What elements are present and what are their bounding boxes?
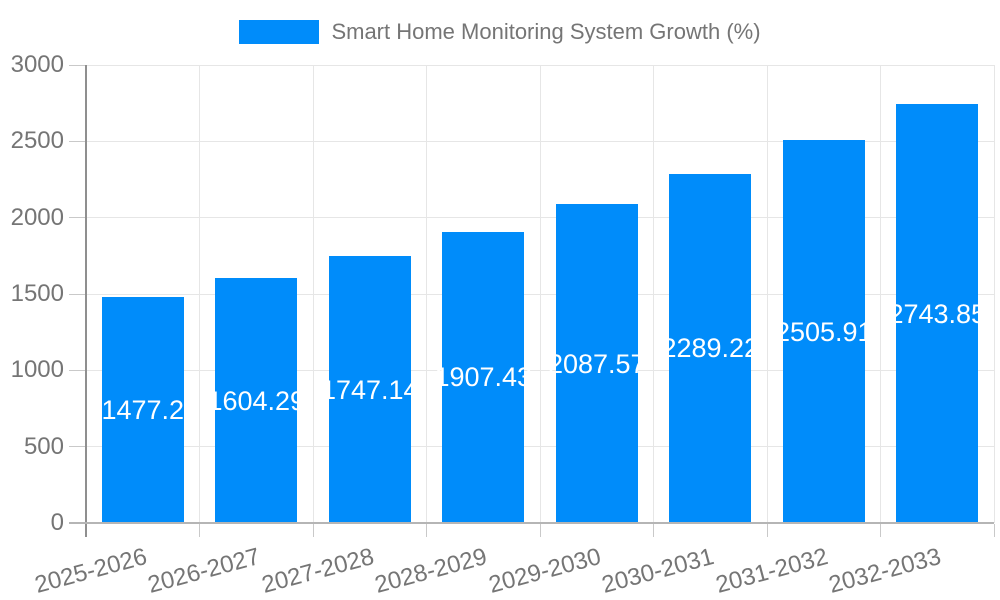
v-gridline <box>880 65 881 523</box>
v-gridline <box>426 65 427 523</box>
x-axis-tick <box>880 524 881 537</box>
v-gridline <box>653 65 654 523</box>
y-axis-tick-label: 500 <box>23 432 64 460</box>
bar[interactable] <box>669 173 752 523</box>
x-axis-tick <box>539 524 541 537</box>
legend-label: Smart Home Monitoring System Growth (%) <box>331 19 761 44</box>
y-axis-tick <box>69 293 86 295</box>
bar-value-label: 2505.91 <box>774 316 873 347</box>
y-axis-tick <box>69 369 86 371</box>
x-axis-tick <box>426 524 427 537</box>
bar[interactable] <box>101 297 184 523</box>
bar-value-label: 2087.57 <box>547 348 646 379</box>
legend-swatch <box>239 20 320 44</box>
x-axis-baseline <box>69 522 994 524</box>
y-axis-tick <box>69 446 86 448</box>
x-axis-tick-label: 2031-2032 <box>712 543 831 599</box>
bar[interactable] <box>328 256 411 523</box>
y-axis-tick-label: 2000 <box>10 203 64 231</box>
y-axis-tick-label: 1000 <box>10 356 64 384</box>
bar-value-label: 2289.22 <box>661 333 760 364</box>
x-axis-tick <box>312 524 314 537</box>
y-axis-tick-label: 3000 <box>10 51 64 78</box>
x-axis-tick-label: 2032-2033 <box>826 543 945 599</box>
x-axis-tick-label: 2025-2026 <box>31 543 150 599</box>
x-axis-tick-label: 2026-2027 <box>145 543 264 599</box>
v-gridline <box>539 65 541 523</box>
v-gridline <box>993 65 995 523</box>
bar[interactable] <box>555 204 638 523</box>
bar-value-label: 1604.29 <box>207 385 306 416</box>
y-axis-tick <box>69 64 86 66</box>
legend: Smart Home Monitoring System Growth (%) <box>0 18 1000 46</box>
bar[interactable] <box>442 231 525 523</box>
x-axis-tick <box>653 524 654 537</box>
x-axis-tick-label: 2030-2031 <box>599 543 718 599</box>
bar-value-label: 1747.14 <box>320 374 419 405</box>
y-axis-tick-label: 0 <box>50 509 64 536</box>
bar-value-label: 1907.43 <box>434 362 533 393</box>
bar[interactable] <box>215 278 298 523</box>
v-gridline <box>199 65 200 523</box>
x-axis-tick <box>199 524 200 537</box>
x-axis-tick-label: 2028-2029 <box>372 543 491 599</box>
y-axis-tick <box>69 217 86 219</box>
y-axis-tick-label: 2500 <box>10 127 64 155</box>
x-axis-tick <box>993 524 995 537</box>
y-axis-tick <box>69 140 86 142</box>
x-axis-tick-label: 2029-2030 <box>485 543 604 599</box>
y-axis-tick-label: 1500 <box>10 280 64 307</box>
y-axis-spine <box>85 65 87 537</box>
v-gridline <box>312 65 314 523</box>
x-axis-tick <box>766 524 768 537</box>
bar-value-label: 2743.85 <box>888 298 987 329</box>
x-axis-tick-label: 2027-2028 <box>258 543 377 599</box>
bar-value-label: 1477.2 <box>101 395 185 426</box>
bar[interactable] <box>896 104 979 523</box>
v-gridline <box>766 65 768 523</box>
bar[interactable] <box>782 140 865 523</box>
